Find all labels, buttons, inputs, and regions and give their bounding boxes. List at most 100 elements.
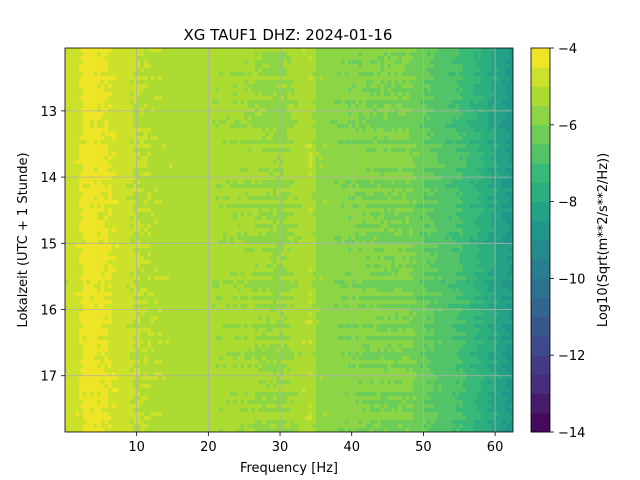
- heatmap-cell: [229, 196, 234, 201]
- heatmap-cell: [480, 128, 485, 133]
- heatmap-cell: [319, 80, 324, 85]
- heatmap-cell: [197, 120, 202, 125]
- heatmap-cell: [215, 104, 220, 109]
- heatmap-cell: [409, 168, 414, 173]
- heatmap-cell: [444, 148, 449, 153]
- heatmap-cell: [122, 204, 127, 209]
- heatmap-cell: [441, 192, 446, 197]
- heatmap-cell: [312, 192, 317, 197]
- heatmap-cell: [502, 196, 507, 201]
- heatmap-cell: [222, 52, 227, 57]
- heatmap-cell: [437, 64, 442, 69]
- heatmap-cell: [495, 192, 500, 197]
- heatmap-cell: [498, 96, 503, 101]
- heatmap-cell: [215, 180, 220, 185]
- heatmap-cell: [262, 124, 267, 129]
- heatmap-cell: [147, 96, 152, 101]
- heatmap-cell: [484, 56, 489, 61]
- heatmap-cell: [82, 56, 87, 61]
- heatmap-cell: [480, 184, 485, 189]
- heatmap-cell: [240, 160, 245, 165]
- heatmap-cell: [459, 124, 464, 129]
- heatmap-cell: [305, 168, 310, 173]
- heatmap-cell: [351, 92, 356, 97]
- heatmap-cell: [466, 52, 471, 57]
- heatmap-cell: [409, 116, 414, 121]
- heatmap-cell: [244, 160, 249, 165]
- heatmap-cell: [484, 128, 489, 133]
- heatmap-cell: [240, 64, 245, 69]
- heatmap-cell: [226, 140, 231, 145]
- heatmap-cell: [419, 116, 424, 121]
- heatmap-cell: [122, 176, 127, 181]
- heatmap-cell: [161, 172, 166, 177]
- heatmap-cell: [79, 48, 84, 53]
- heatmap-cell: [75, 120, 80, 125]
- heatmap-cell: [491, 108, 496, 113]
- heatmap-cell: [337, 52, 342, 57]
- heatmap-cell: [168, 188, 173, 193]
- heatmap-cell: [477, 148, 482, 153]
- heatmap-cell: [176, 76, 181, 81]
- heatmap-cell: [401, 160, 406, 165]
- heatmap-cell: [240, 84, 245, 89]
- heatmap-cell: [108, 204, 112, 209]
- heatmap-cell: [333, 152, 338, 157]
- heatmap-cell: [100, 108, 105, 113]
- heatmap-cell: [219, 84, 224, 89]
- heatmap-cell: [204, 56, 209, 61]
- heatmap-cell: [75, 48, 80, 53]
- heatmap-cell: [430, 128, 435, 133]
- heatmap-cell: [459, 136, 464, 141]
- heatmap-cell: [326, 200, 331, 205]
- heatmap-cell: [340, 184, 345, 189]
- heatmap-cell: [426, 84, 431, 89]
- heatmap-cell: [118, 104, 123, 109]
- heatmap-cell: [283, 72, 288, 77]
- heatmap-cell: [362, 60, 367, 65]
- heatmap-cell: [312, 140, 317, 145]
- heatmap-cell: [301, 176, 306, 181]
- heatmap-cell: [297, 172, 302, 177]
- heatmap-cell: [269, 132, 274, 137]
- heatmap-cell: [186, 168, 191, 173]
- heatmap-cell: [333, 120, 338, 125]
- heatmap-cell: [100, 88, 105, 93]
- heatmap-cell: [434, 152, 439, 157]
- heatmap-cell: [498, 136, 503, 141]
- heatmap-cell: [190, 48, 195, 53]
- heatmap-cell: [491, 68, 496, 73]
- heatmap-cell: [412, 52, 417, 57]
- heatmap-cell: [315, 84, 320, 89]
- heatmap-cell: [158, 76, 163, 81]
- heatmap-cell: [376, 52, 381, 57]
- heatmap-cell: [204, 100, 209, 105]
- heatmap-cell: [262, 144, 267, 149]
- heatmap-cell: [136, 196, 141, 201]
- heatmap-cell: [348, 76, 353, 81]
- heatmap-cell: [362, 56, 367, 61]
- heatmap-cell: [344, 128, 349, 133]
- heatmap-cell: [337, 156, 342, 161]
- heatmap-cell: [151, 176, 155, 181]
- heatmap-cell: [294, 132, 299, 137]
- heatmap-cell: [226, 136, 231, 141]
- heatmap-cell: [158, 104, 163, 109]
- heatmap-cell: [426, 68, 431, 73]
- heatmap-cell: [247, 172, 252, 177]
- heatmap-cell: [86, 84, 91, 89]
- heatmap-cell: [344, 192, 349, 197]
- heatmap-cell: [362, 68, 367, 73]
- heatmap-cell: [505, 104, 510, 109]
- heatmap-cell: [219, 60, 224, 65]
- heatmap-cell: [337, 68, 342, 73]
- heatmap-cell: [383, 144, 388, 149]
- heatmap-cell: [469, 108, 474, 113]
- heatmap-cell: [405, 188, 410, 193]
- heatmap-cell: [172, 188, 177, 193]
- heatmap-cell: [495, 132, 500, 137]
- heatmap-cell: [290, 196, 295, 201]
- heatmap-cell: [176, 80, 181, 85]
- heatmap-cell: [491, 192, 496, 197]
- heatmap-cell: [301, 204, 306, 209]
